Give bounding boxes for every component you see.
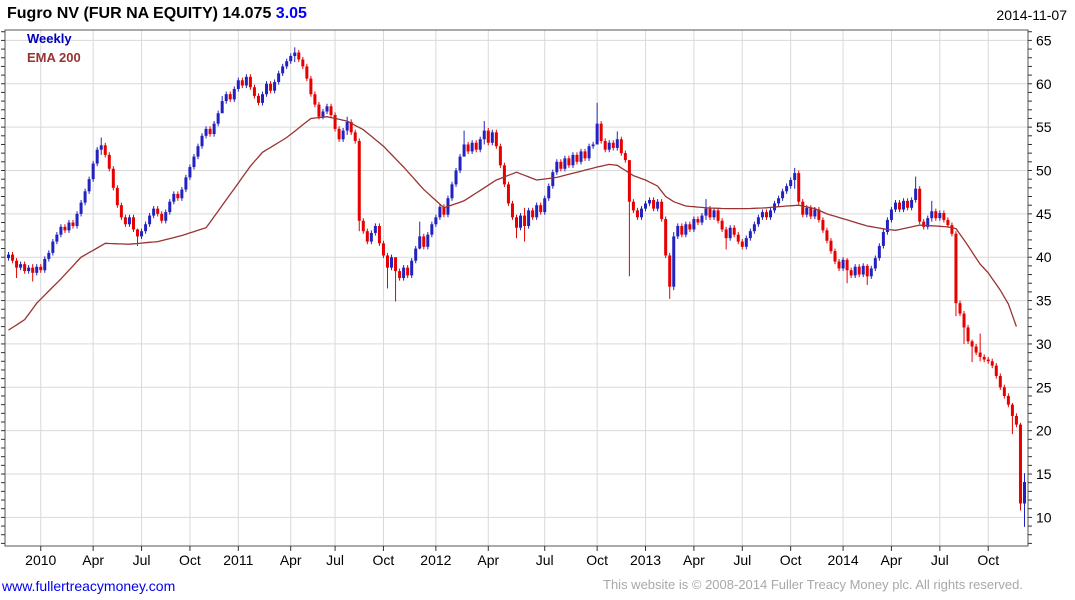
chart-date: 2014-11-07 (996, 7, 1067, 23)
svg-text:2010: 2010 (25, 552, 56, 568)
svg-text:Jul: Jul (931, 552, 949, 568)
svg-text:Apr: Apr (82, 552, 104, 568)
svg-text:20: 20 (1036, 423, 1052, 439)
svg-text:Apr: Apr (280, 552, 302, 568)
instrument-name: Fugro NV (FUR NA EQUITY) (7, 5, 218, 22)
svg-text:2012: 2012 (420, 552, 451, 568)
last-price: 14.075 (222, 5, 272, 22)
svg-text:30: 30 (1036, 336, 1052, 352)
svg-text:60: 60 (1036, 76, 1052, 92)
svg-text:Oct: Oct (780, 552, 802, 568)
svg-text:25: 25 (1036, 379, 1052, 395)
svg-text:40: 40 (1036, 249, 1052, 265)
svg-text:Jul: Jul (326, 552, 344, 568)
svg-text:Oct: Oct (179, 552, 201, 568)
svg-text:Jul: Jul (133, 552, 151, 568)
svg-text:Jul: Jul (536, 552, 554, 568)
svg-text:Oct: Oct (373, 552, 395, 568)
svg-text:Jul: Jul (733, 552, 751, 568)
svg-text:50: 50 (1036, 162, 1052, 178)
svg-text:55: 55 (1036, 119, 1052, 135)
website-link[interactable]: www.fullertreacymoney.com (2, 578, 176, 594)
svg-text:10: 10 (1036, 509, 1052, 525)
svg-text:Oct: Oct (977, 552, 999, 568)
svg-text:Apr: Apr (477, 552, 499, 568)
svg-text:2011: 2011 (223, 552, 253, 568)
svg-text:35: 35 (1036, 293, 1052, 309)
price-change: 3.05 (275, 5, 307, 22)
svg-text:45: 45 (1036, 206, 1052, 222)
svg-text:Apr: Apr (683, 552, 705, 568)
copyright-text: This website is © 2008-2014 Fuller Treac… (603, 577, 1023, 592)
chart-title: Fugro NV (FUR NA EQUITY) 14.075 3.05 (7, 5, 307, 23)
legend-interval-label: Weekly (27, 31, 72, 46)
svg-text:15: 15 (1036, 466, 1052, 482)
svg-text:65: 65 (1036, 32, 1052, 48)
legend-ema-label: EMA 200 (27, 50, 81, 65)
svg-text:Oct: Oct (586, 552, 608, 568)
svg-text:Apr: Apr (881, 552, 903, 568)
svg-text:2013: 2013 (630, 552, 661, 568)
svg-text:2014: 2014 (827, 552, 858, 568)
